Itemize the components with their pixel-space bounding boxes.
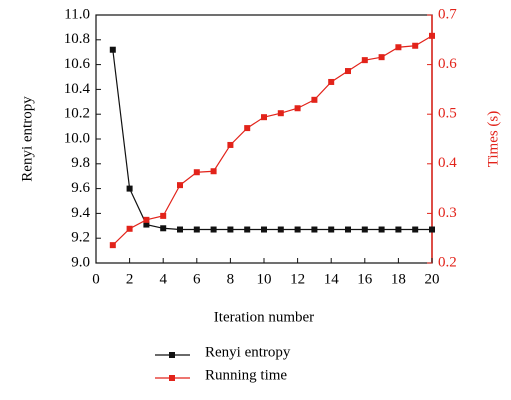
series-marker bbox=[210, 168, 217, 175]
series-marker bbox=[160, 225, 167, 232]
series-marker bbox=[126, 185, 133, 192]
series-marker bbox=[311, 96, 318, 103]
y2-tick-label: 0.4 bbox=[438, 155, 457, 171]
series-marker bbox=[378, 54, 385, 61]
x-axis-label: Iteration number bbox=[214, 309, 314, 325]
y2-axis-label: Times (s) bbox=[485, 111, 501, 168]
series-marker bbox=[109, 242, 116, 249]
series-marker bbox=[328, 78, 335, 85]
x-tick-label: 6 bbox=[193, 271, 201, 287]
legend-label: Renyi entropy bbox=[205, 344, 291, 360]
y-tick-label: 9.8 bbox=[71, 155, 90, 171]
series-line bbox=[112, 49, 432, 231]
series-marker bbox=[193, 226, 200, 233]
y-tick-label: 10.2 bbox=[64, 106, 90, 122]
x-tick-label: 20 bbox=[425, 271, 440, 287]
y2-tick-label: 0.6 bbox=[438, 56, 457, 72]
y-tick-label: 10.8 bbox=[64, 31, 90, 47]
series-marker bbox=[412, 226, 419, 233]
series-marker bbox=[244, 125, 251, 132]
y-tick-label: 9.4 bbox=[71, 205, 90, 221]
y-tick-label: 10.0 bbox=[64, 130, 90, 146]
series-marker bbox=[143, 221, 150, 228]
y-tick-label: 9.0 bbox=[71, 254, 90, 270]
y2-tick-label: 0.2 bbox=[438, 254, 457, 270]
series-marker bbox=[277, 226, 284, 233]
x-tick-label: 12 bbox=[290, 271, 305, 287]
y-tick-label: 10.6 bbox=[64, 56, 91, 72]
series-marker bbox=[261, 226, 267, 233]
x-tick-label: 2 bbox=[126, 271, 134, 287]
series-marker bbox=[429, 226, 435, 233]
x-tick-label: 0 bbox=[92, 271, 100, 287]
series-marker bbox=[244, 226, 251, 233]
series-marker bbox=[160, 212, 167, 219]
series-marker bbox=[412, 42, 419, 49]
series-marker bbox=[277, 110, 284, 117]
series-marker bbox=[429, 32, 435, 39]
series-marker bbox=[294, 226, 301, 233]
series-marker bbox=[177, 226, 183, 233]
series-marker bbox=[126, 225, 133, 232]
x-tick-label: 10 bbox=[257, 271, 272, 287]
x-tick-label: 16 bbox=[357, 271, 373, 287]
series-marker bbox=[261, 114, 267, 121]
x-tick-label: 14 bbox=[324, 271, 340, 287]
series-marker bbox=[378, 226, 385, 233]
series-marker bbox=[395, 226, 402, 233]
y2-tick-label: 0.7 bbox=[438, 6, 457, 22]
series-marker bbox=[294, 105, 301, 112]
y-tick-label: 10.4 bbox=[64, 81, 91, 97]
series-marker bbox=[227, 226, 234, 233]
series-marker bbox=[345, 226, 351, 233]
series-marker bbox=[345, 68, 351, 75]
x-tick-label: 18 bbox=[391, 271, 406, 287]
x-tick-label: 8 bbox=[227, 271, 235, 287]
legend-marker bbox=[169, 352, 175, 358]
series-marker bbox=[328, 226, 335, 233]
series-marker bbox=[109, 46, 116, 53]
series-marker bbox=[177, 182, 183, 189]
series-marker bbox=[143, 216, 150, 223]
legend-label: Running time bbox=[205, 367, 287, 383]
y-tick-label: 9.2 bbox=[71, 230, 90, 246]
series-marker bbox=[361, 57, 368, 64]
series-marker bbox=[361, 226, 368, 233]
y-tick-label: 11.0 bbox=[64, 6, 90, 22]
series-marker bbox=[210, 226, 217, 233]
series-marker bbox=[227, 141, 234, 148]
series-marker bbox=[395, 44, 402, 51]
x-tick-label: 4 bbox=[159, 271, 167, 287]
y-axis-label: Renyi entropy bbox=[19, 96, 35, 182]
legend-marker bbox=[169, 375, 175, 381]
y2-tick-label: 0.5 bbox=[438, 106, 457, 122]
y-tick-label: 9.6 bbox=[71, 180, 90, 196]
y2-tick-label: 0.3 bbox=[438, 205, 457, 221]
series-marker bbox=[311, 226, 318, 233]
series-marker bbox=[193, 169, 200, 176]
